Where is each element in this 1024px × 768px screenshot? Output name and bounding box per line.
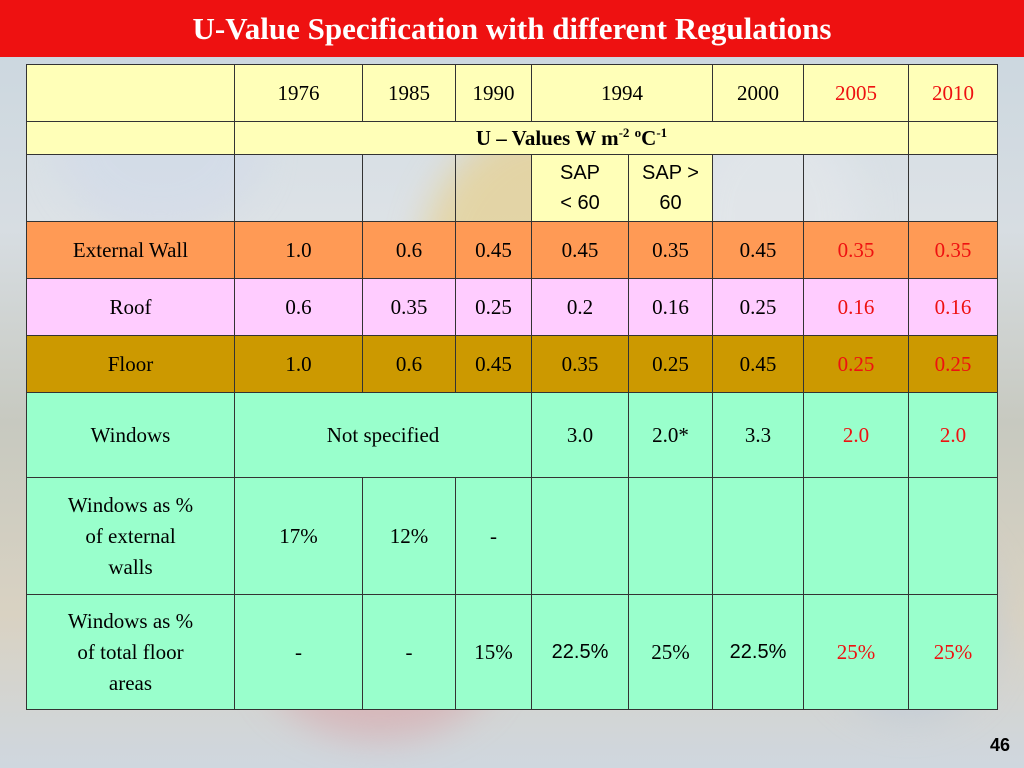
value-cell: 0.2 <box>531 278 629 336</box>
row-label: Floor <box>26 335 235 393</box>
year-header: 2005 <box>803 64 909 122</box>
units-row: U – Values W m-2 oC-1 <box>26 121 998 155</box>
value-cell: 25% <box>628 594 713 710</box>
empty-cell <box>908 154 998 222</box>
value-cell: - <box>455 477 532 595</box>
empty-cell <box>712 154 804 222</box>
sap-below-60-header: SAP < 60 <box>531 154 629 222</box>
value-cell: 3.3 <box>712 392 804 478</box>
empty-cell <box>234 154 363 222</box>
windows-floor-row: Windows as % of total floor areas - - 15% … <box>26 594 998 710</box>
value-cell: 0.25 <box>712 278 804 336</box>
row-label: Roof <box>26 278 235 336</box>
value-cell: 0.35 <box>362 278 456 336</box>
empty-cell <box>908 121 998 155</box>
year-header: 2000 <box>712 64 804 122</box>
value-cell: 15% <box>455 594 532 710</box>
value-cell: - <box>362 594 456 710</box>
row-label: Windows <box>26 392 235 478</box>
row-label: External Wall <box>26 221 235 279</box>
value-cell: 2.0 <box>908 392 998 478</box>
value-cell: 22.5% <box>712 594 804 710</box>
corner-cell <box>26 121 235 155</box>
value-cell: 2.0* <box>628 392 713 478</box>
year-header: 1994 <box>531 64 713 122</box>
empty-cell <box>803 154 909 222</box>
empty-cell <box>362 154 456 222</box>
value-cell: 0.45 <box>712 221 804 279</box>
value-cell: 0.6 <box>362 335 456 393</box>
row-label: Windows as % of total floor areas <box>26 594 235 710</box>
roof-row: Roof 0.6 0.35 0.25 0.2 0.16 0.25 0.16 0.… <box>26 278 998 336</box>
value-cell: 0.6 <box>234 278 363 336</box>
value-cell: 0.45 <box>455 221 532 279</box>
value-cell: 12% <box>362 477 456 595</box>
row-label: Windows as % of external walls <box>26 477 235 595</box>
value-cell: 25% <box>803 594 909 710</box>
units-label: U – Values W m-2 oC-1 <box>234 121 909 155</box>
value-cell: 0.45 <box>712 335 804 393</box>
empty-cell <box>455 154 532 222</box>
value-cell: 0.45 <box>455 335 532 393</box>
value-cell: - <box>234 594 363 710</box>
empty-cell <box>628 477 713 595</box>
value-cell: 0.25 <box>455 278 532 336</box>
value-cell: 0.16 <box>908 278 998 336</box>
slide-title: U-Value Specification with different Reg… <box>0 0 1024 57</box>
year-header: 1976 <box>234 64 363 122</box>
value-cell: 0.16 <box>803 278 909 336</box>
empty-cell <box>531 477 629 595</box>
value-cell: 0.35 <box>908 221 998 279</box>
empty-cell <box>803 477 909 595</box>
windows-row: Windows Not specified 3.0 2.0* 3.3 2.0 2… <box>26 392 998 478</box>
empty-cell <box>26 154 235 222</box>
year-header: 1990 <box>455 64 532 122</box>
empty-cell <box>712 477 804 595</box>
value-cell: 0.35 <box>803 221 909 279</box>
year-header-row: 1976 1985 1990 1994 2000 2005 2010 <box>26 64 998 122</box>
value-cell: 0.25 <box>628 335 713 393</box>
value-cell: 1.0 <box>234 221 363 279</box>
not-specified-cell: Not specified <box>234 392 532 478</box>
value-cell: 0.25 <box>803 335 909 393</box>
year-header: 2010 <box>908 64 998 122</box>
sap-row: SAP < 60 SAP >60 <box>26 154 998 222</box>
sap-above-60-header: SAP >60 <box>628 154 713 222</box>
year-header: 1985 <box>362 64 456 122</box>
corner-cell <box>26 64 235 122</box>
value-cell: 17% <box>234 477 363 595</box>
value-cell: 25% <box>908 594 998 710</box>
value-cell: 0.35 <box>531 335 629 393</box>
value-cell: 0.45 <box>531 221 629 279</box>
value-cell: 2.0 <box>803 392 909 478</box>
value-cell: 3.0 <box>531 392 629 478</box>
external-wall-row: External Wall 1.0 0.6 0.45 0.45 0.35 0.4… <box>26 221 998 279</box>
empty-cell <box>908 477 998 595</box>
value-cell: 22.5% <box>531 594 629 710</box>
value-cell: 0.6 <box>362 221 456 279</box>
value-cell: 1.0 <box>234 335 363 393</box>
value-cell: 0.25 <box>908 335 998 393</box>
value-cell: 0.35 <box>628 221 713 279</box>
value-cell: 0.16 <box>628 278 713 336</box>
floor-row: Floor 1.0 0.6 0.45 0.35 0.25 0.45 0.25 0… <box>26 335 998 393</box>
windows-ext-walls-row: Windows as % of external walls 17% 12% - <box>26 477 998 595</box>
u-value-table: 1976 1985 1990 1994 2000 2005 2010 U – V… <box>26 64 998 710</box>
page-number: 46 <box>989 735 1010 755</box>
